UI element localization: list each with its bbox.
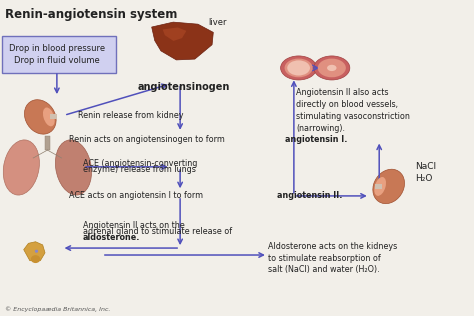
Bar <box>45 136 50 150</box>
Text: angiotensinogen: angiotensinogen <box>137 82 230 92</box>
Text: Renin release from kidney: Renin release from kidney <box>78 111 184 120</box>
Text: angiotensin I.: angiotensin I. <box>285 136 347 144</box>
Ellipse shape <box>3 140 39 195</box>
Text: adrenal gland to stimulate release of: adrenal gland to stimulate release of <box>83 227 232 236</box>
Ellipse shape <box>31 255 40 263</box>
Ellipse shape <box>25 100 56 134</box>
Text: Renin-angiotensin system: Renin-angiotensin system <box>5 8 177 21</box>
Ellipse shape <box>35 250 38 253</box>
Text: NaCl
H₂O: NaCl H₂O <box>415 162 436 183</box>
Circle shape <box>281 56 317 80</box>
Bar <box>50 114 57 119</box>
Ellipse shape <box>55 140 91 195</box>
Text: Angiotensin II acts on the: Angiotensin II acts on the <box>83 222 185 230</box>
Ellipse shape <box>373 169 404 204</box>
Text: © Encyclopaædia Britannica, Inc.: © Encyclopaædia Britannica, Inc. <box>5 307 110 312</box>
Text: angiotensin II.: angiotensin II. <box>277 191 343 200</box>
Circle shape <box>314 56 350 80</box>
Ellipse shape <box>43 107 55 126</box>
Polygon shape <box>163 27 186 41</box>
Polygon shape <box>152 22 213 60</box>
Bar <box>375 184 382 189</box>
Text: enzyme) release from lungs: enzyme) release from lungs <box>83 165 196 174</box>
Text: aldosterone.: aldosterone. <box>83 233 140 242</box>
Ellipse shape <box>374 177 386 196</box>
FancyBboxPatch shape <box>2 36 116 73</box>
Circle shape <box>287 60 310 76</box>
Circle shape <box>327 65 337 71</box>
Text: liver: liver <box>209 18 227 27</box>
Text: ACE (angiotensin-converting: ACE (angiotensin-converting <box>83 159 197 167</box>
Text: ACE acts on angiotensin I to form: ACE acts on angiotensin I to form <box>69 191 205 200</box>
Text: Angiotensin II also acts
directly on blood vessels,
stimulating vasoconstriction: Angiotensin II also acts directly on blo… <box>296 88 410 133</box>
Circle shape <box>318 58 346 77</box>
Circle shape <box>284 58 313 77</box>
Text: Drop in blood pressure
Drop in fluid volume: Drop in blood pressure Drop in fluid vol… <box>9 44 105 65</box>
Polygon shape <box>24 242 45 261</box>
Text: Aldosterone acts on the kidneys
to stimulate reabsorption of
salt (NaCl) and wat: Aldosterone acts on the kidneys to stimu… <box>268 242 397 274</box>
Text: Renin acts on angiotensinogen to form: Renin acts on angiotensinogen to form <box>69 136 227 144</box>
